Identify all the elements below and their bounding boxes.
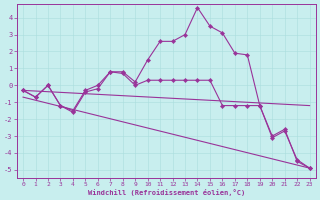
X-axis label: Windchill (Refroidissement éolien,°C): Windchill (Refroidissement éolien,°C) [88, 189, 245, 196]
